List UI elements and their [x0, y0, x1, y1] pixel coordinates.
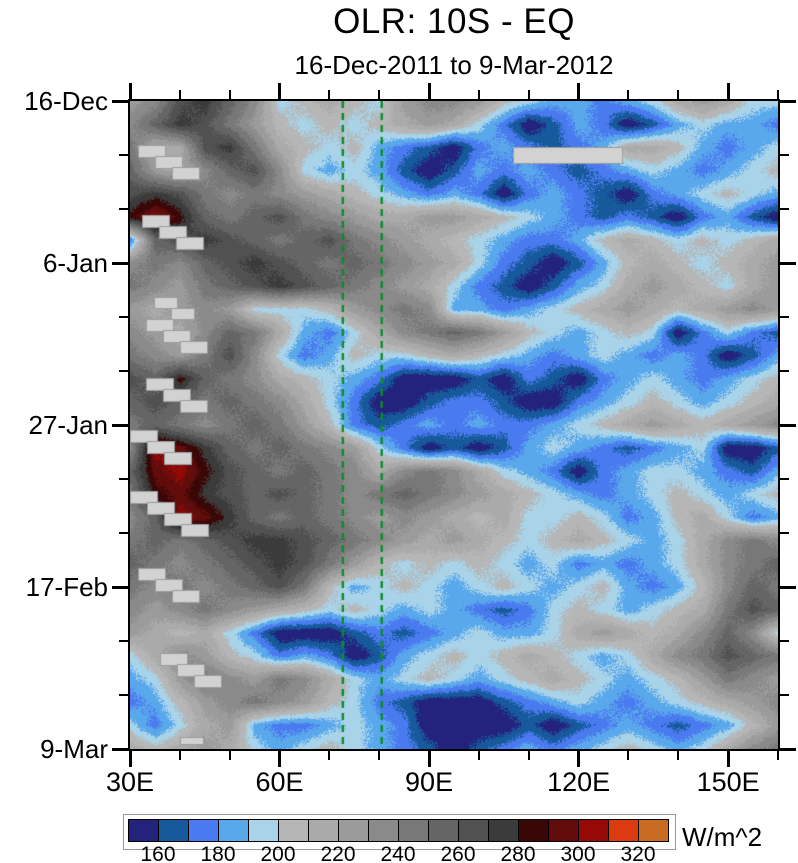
colorbar-tick-label: 220 — [320, 843, 356, 863]
y-minor-tick-right — [780, 640, 789, 642]
y-axis-label: 9-Mar — [40, 734, 108, 764]
x-minor-tick — [627, 751, 630, 760]
y-minor-tick — [119, 370, 128, 372]
colorbar-cell — [338, 819, 369, 842]
y-minor-tick-right — [780, 370, 789, 372]
colorbar-cell — [308, 819, 339, 842]
x-minor-tick — [328, 751, 331, 760]
y-minor-tick-right — [780, 208, 789, 210]
y-axis-label: 16-Dec — [24, 86, 108, 116]
y-minor-tick — [119, 154, 128, 156]
x-major-tick — [278, 751, 282, 767]
x-axis-label: 120E — [547, 767, 611, 797]
colorbar-tick-label: 280 — [500, 843, 536, 863]
y-minor-tick — [119, 316, 128, 318]
x-minor-tick — [527, 751, 530, 760]
y-major-tick-right — [780, 261, 796, 265]
x-minor-tick — [228, 751, 231, 760]
x-major-tick-top — [278, 83, 282, 99]
y-major-tick — [112, 585, 128, 589]
x-minor-tick-top — [527, 90, 530, 99]
y-major-tick-right — [780, 423, 796, 427]
colorbar-cell — [638, 819, 669, 842]
y-minor-tick-right — [780, 478, 789, 480]
colorbar-tick-label: 300 — [560, 843, 596, 863]
y-minor-tick — [119, 640, 128, 642]
colorbar-tick-label: 260 — [440, 843, 476, 863]
x-minor-tick-top — [328, 90, 331, 99]
x-major-tick-top — [427, 83, 431, 99]
colorbar-cell — [428, 819, 459, 842]
y-major-tick — [112, 423, 128, 427]
colorbar-cell — [458, 819, 489, 842]
x-minor-tick-top — [677, 90, 680, 99]
colorbar-cell — [158, 819, 189, 842]
colorbar-units-label: W/m^2 — [682, 822, 763, 852]
x-minor-tick — [178, 751, 181, 760]
colorbar-tick-label: 240 — [380, 843, 416, 863]
y-major-tick — [112, 747, 128, 751]
chart-subtitle: 16-Dec-2011 to 9-Mar-2012 — [294, 50, 614, 80]
y-minor-tick — [119, 532, 128, 534]
y-minor-tick — [119, 478, 128, 480]
colorbar-tick-label: 200 — [260, 843, 296, 863]
colorbar-tick-label: 320 — [620, 843, 656, 863]
x-minor-tick — [378, 751, 381, 760]
colorbar-border — [123, 814, 676, 850]
colorbar-cell — [278, 819, 309, 842]
y-axis-label: 27-Jan — [28, 410, 109, 440]
y-minor-tick — [119, 208, 128, 210]
y-major-tick-right — [780, 99, 796, 103]
x-minor-tick-top — [178, 90, 181, 99]
x-axis-label: 30E — [105, 767, 155, 797]
y-axis-label: 6-Jan — [42, 248, 108, 278]
x-minor-tick — [777, 751, 779, 760]
chart-title: OLR: 10S - EQ — [333, 2, 575, 41]
x-major-tick — [427, 751, 431, 767]
x-minor-tick-top — [777, 90, 779, 99]
colorbar-cell — [518, 819, 549, 842]
colorbar-tick-label: 160 — [140, 843, 176, 863]
x-axis-label: 60E — [255, 767, 304, 797]
colorbar-cell — [608, 819, 639, 842]
x-minor-tick-top — [228, 90, 231, 99]
y-minor-tick — [119, 694, 128, 696]
x-axis-label: 90E — [405, 767, 454, 797]
x-major-tick-top — [577, 83, 581, 99]
x-minor-tick-top — [378, 90, 381, 99]
x-minor-tick — [477, 751, 480, 760]
colorbar-cell — [488, 819, 519, 842]
colorbar-cell — [188, 819, 219, 842]
x-minor-tick-top — [627, 90, 630, 99]
colorbar-tick-label: 180 — [200, 843, 236, 863]
colorbar-cell — [128, 819, 159, 842]
y-minor-tick-right — [780, 532, 789, 534]
x-axis-label: 150E — [696, 767, 760, 797]
colorbar-cell — [398, 819, 429, 842]
y-major-tick — [112, 261, 128, 265]
y-axis-label: 17-Feb — [25, 572, 108, 602]
colorbar-cell — [368, 819, 399, 842]
colorbar-cell — [218, 819, 249, 842]
y-major-tick-right — [780, 585, 796, 589]
y-minor-tick-right — [780, 694, 789, 696]
x-major-tick-top — [128, 83, 132, 99]
x-minor-tick-top — [477, 90, 480, 99]
y-minor-tick-right — [780, 154, 789, 156]
y-major-tick — [112, 99, 128, 103]
x-minor-tick — [677, 751, 680, 760]
y-minor-tick-right — [780, 316, 789, 318]
olr-field-canvas — [130, 101, 778, 749]
x-major-tick — [128, 751, 132, 767]
colorbar-cell — [548, 819, 579, 842]
colorbar-cell — [578, 819, 609, 842]
x-major-tick-top — [726, 83, 730, 99]
x-major-tick — [726, 751, 730, 767]
x-major-tick — [577, 751, 581, 767]
y-major-tick-right — [780, 747, 796, 751]
colorbar-cell — [248, 819, 279, 842]
